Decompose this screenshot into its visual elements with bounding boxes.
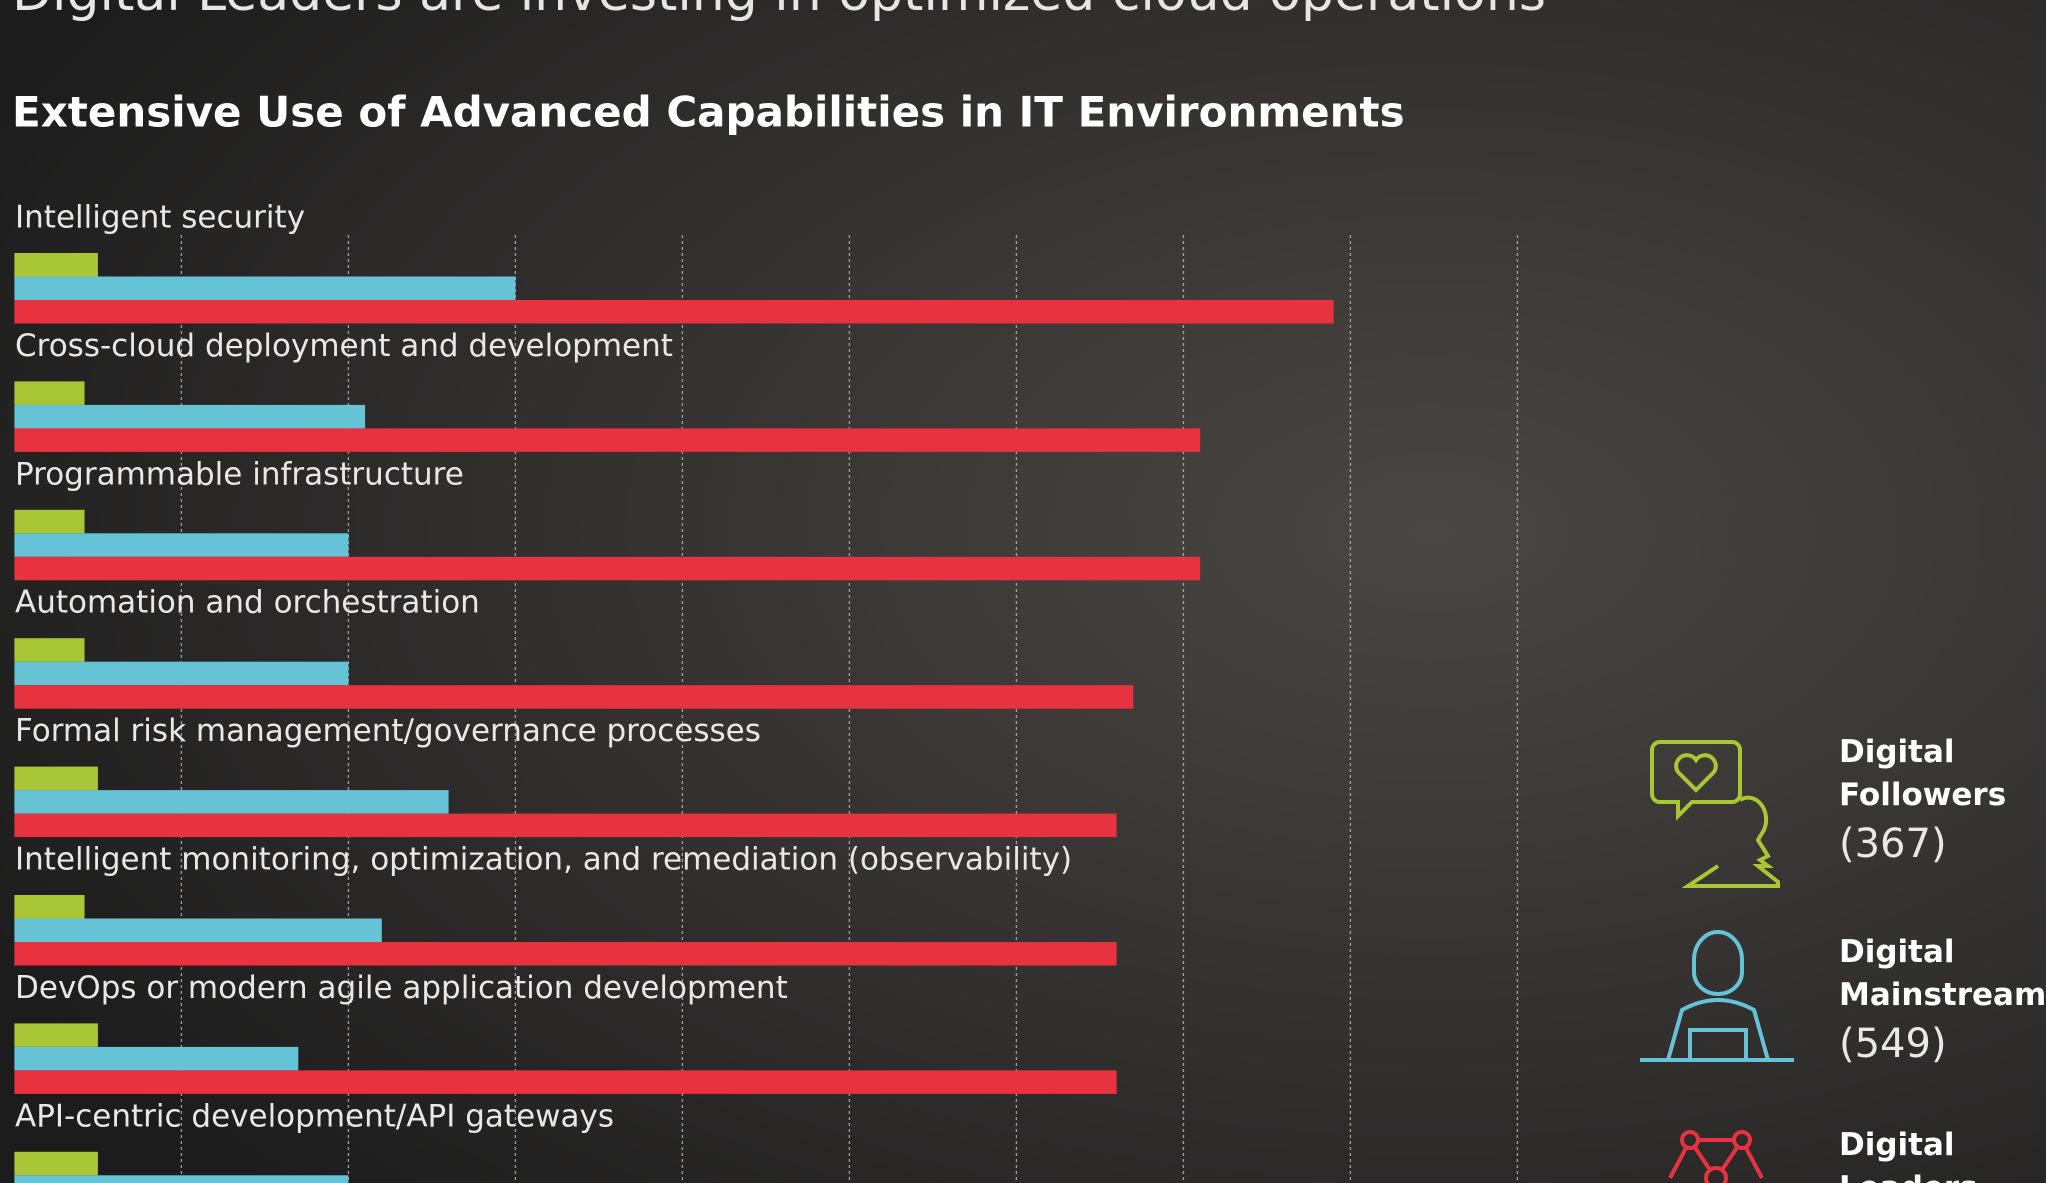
category-label: Automation and orchestration [15,585,480,621]
category-label: Programmable infrastructure [15,456,464,492]
legend-label: Digital Mainstream [1839,934,2046,1013]
category-label: API-centric development/API gateways [15,1098,614,1134]
bar [14,661,349,686]
category-label: Formal risk management/governance proces… [15,713,761,749]
bar [14,790,449,814]
mainstream-icon [1640,930,1794,1062]
bar [14,1151,98,1176]
bar [14,766,98,791]
category-label: Cross-cloud deployment and development [15,328,673,364]
chart-title: Extensive Use of Advanced Capabilities i… [12,88,1405,137]
bar [14,1023,98,1047]
bar [14,533,349,557]
bar [14,1175,349,1183]
bar [14,918,382,942]
bar [14,1070,1117,1094]
bar [14,428,1201,452]
bar [14,638,85,662]
bar [14,381,85,405]
bar [14,253,98,277]
bar [14,895,85,919]
bar [14,556,1201,581]
bar [14,942,1117,966]
page-title: Digital Leaders are investing in optimiz… [12,0,1546,23]
bar [14,509,85,534]
legend-label: DigitalLeaders [1839,1127,1978,1183]
legend-sample: (549) [1839,1021,1947,1067]
followers-icon [1650,740,1780,888]
legend-icons [1640,740,1794,1183]
category-label: DevOps or modern agile application devel… [15,970,788,1006]
bar [14,685,1134,709]
leaders-icon [1668,1130,1764,1183]
bar [14,300,1334,324]
category-label: Intelligent monitoring, optimization, an… [15,842,1072,878]
legend-label: Digital Followers [1839,734,2006,813]
bar [14,404,366,429]
bar [14,813,1117,838]
bar [14,1046,299,1071]
legend-sample: (367) [1839,821,1947,867]
bar [14,276,516,300]
category-label: Intelligent security [15,200,305,236]
